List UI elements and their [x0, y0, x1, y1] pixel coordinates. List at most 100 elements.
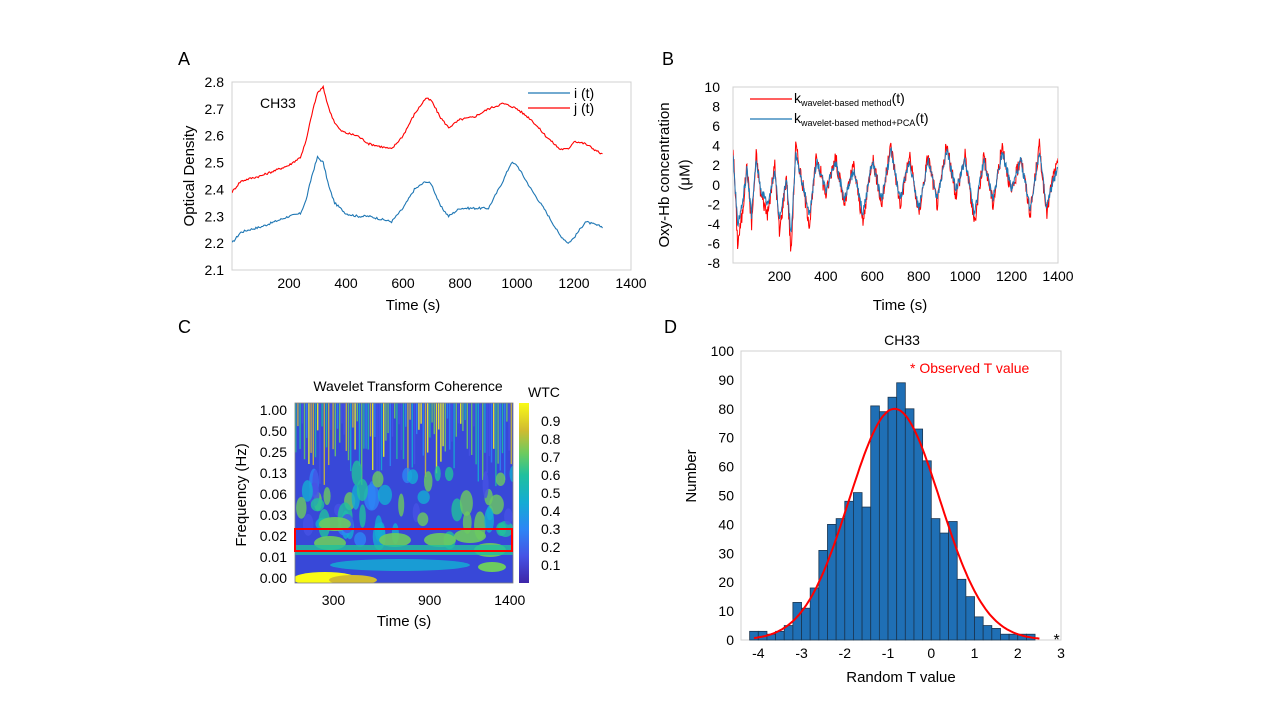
- x-tick-label: 0: [927, 645, 935, 661]
- y-tick-label: 0: [726, 632, 734, 648]
- colorbar-ticks: 0.1 0.2 0.3 0.4 0.5 0.6 0.7 0.8 0.9: [541, 413, 561, 573]
- histogram-bar: [1000, 633, 1010, 641]
- y-tick-label: 90: [718, 372, 734, 388]
- histogram-bar: [896, 382, 906, 641]
- histogram-bars: [749, 382, 1036, 641]
- y-tick-label: 0: [712, 177, 720, 193]
- y-tick-label: 1.00: [260, 402, 287, 418]
- panel-a-x-ticks: 200 400 600 800 1000 1200 1400: [277, 275, 646, 291]
- x-tick-label: 3: [1057, 645, 1065, 661]
- panel-a-x-label: Time (s): [386, 297, 440, 314]
- colorbar-tick-label: 0.4: [541, 503, 561, 519]
- histogram-bar: [956, 578, 967, 641]
- x-tick-label: 1000: [501, 275, 532, 291]
- y-tick-label: 2: [712, 157, 720, 173]
- x-tick-label: 200: [768, 268, 792, 284]
- x-tick-label: 1200: [558, 275, 589, 291]
- x-tick-label: 200: [277, 275, 301, 291]
- y-tick-label: 50: [718, 488, 734, 504]
- histogram-bar: [965, 596, 975, 641]
- y-tick-label: 0.25: [260, 444, 287, 460]
- histogram-bar: [801, 607, 811, 641]
- panel-b-label: B: [662, 49, 674, 69]
- y-tick-label: 40: [718, 516, 734, 532]
- x-tick-label: -1: [882, 645, 895, 661]
- x-tick-label: 900: [418, 592, 442, 608]
- panel-a-axes-box: [231, 81, 632, 271]
- x-tick-label: 600: [861, 268, 885, 284]
- y-tick-label: 80: [718, 401, 734, 417]
- colorbar-label: WTC: [528, 384, 560, 400]
- panel-c-y-label: Frequency (Hz): [233, 443, 250, 546]
- series-line-i: [232, 155, 603, 244]
- x-tick-label: 1200: [996, 268, 1027, 284]
- panel-d-x-ticks: -4 -3 -2 -1 0 1 2 3: [752, 645, 1065, 661]
- colorbar-tick-label: 0.5: [541, 485, 561, 501]
- histogram-bar: [930, 518, 941, 641]
- series-line-j: [232, 84, 603, 194]
- panel-d-y-label: Number: [683, 449, 700, 502]
- panel-c-label: C: [178, 317, 191, 337]
- observed-t-legend: * Observed T value: [910, 360, 1030, 376]
- x-tick-label: 400: [334, 275, 358, 291]
- panel-b-series: [733, 138, 1058, 252]
- x-tick-label: 400: [814, 268, 838, 284]
- y-tick-label: -6: [708, 235, 721, 251]
- panel-b-x-ticks: 200 400 600 800 1000 1200 1400: [768, 268, 1074, 284]
- y-tick-label: 0.06: [260, 486, 287, 502]
- legend-label-j: j (t): [573, 100, 594, 116]
- colorbar-tick-label: 0.7: [541, 449, 561, 465]
- y-tick-label: 2.1: [205, 262, 225, 278]
- x-tick-label: -2: [839, 645, 852, 661]
- panel-b-y-label: Oxy-Hb concentration (μM): [656, 102, 693, 247]
- colorbar: [519, 403, 529, 583]
- y-tick-label: 0.03: [260, 507, 287, 523]
- series-line-wavelet-pca: [733, 146, 1058, 233]
- y-tick-label: 8: [712, 99, 720, 115]
- y-tick-label: 0.00: [260, 570, 287, 586]
- x-tick-label: -3: [795, 645, 808, 661]
- x-tick-label: 1400: [494, 592, 525, 608]
- panel-a-y-label: Optical Density: [181, 125, 198, 226]
- x-tick-label: 800: [448, 275, 472, 291]
- panel-a-series: [232, 84, 603, 244]
- y-tick-label: 2.3: [205, 208, 225, 224]
- series-line-wavelet: [733, 138, 1058, 252]
- y-tick-label: -2: [708, 196, 721, 212]
- histogram-bar: [904, 408, 915, 641]
- panel-c-x-label: Time (s): [377, 613, 431, 630]
- highlight-band: [294, 528, 513, 552]
- histogram-bar: [974, 616, 984, 641]
- y-tick-label: -4: [708, 216, 721, 232]
- panel-b: B -8 -6 -4 -2 0 2 4 6 8 10 200 400 600 800 1000 1200 14…: [656, 49, 1074, 314]
- x-tick-label: 1: [971, 645, 979, 661]
- legend-label-k-wavelet-pca: kwavelet-based method+PCA(t): [794, 110, 929, 128]
- wtc-heatmap: [295, 403, 513, 583]
- histogram-bar: [887, 396, 898, 641]
- y-tick-label: 2.8: [205, 74, 225, 90]
- histogram-bar: [853, 492, 863, 641]
- panel-a-legend: i (t) j (t): [528, 85, 594, 116]
- panel-a-label: A: [178, 49, 190, 69]
- histogram-bar: [922, 460, 932, 641]
- panel-b-x-label: Time (s): [873, 297, 927, 314]
- y-tick-label: 10: [704, 79, 720, 95]
- histogram-bar: [913, 428, 924, 641]
- histogram-bar: [844, 500, 854, 641]
- colorbar-tick-label: 0.6: [541, 467, 561, 483]
- histogram-bar: [749, 630, 759, 641]
- y-tick-label: 30: [718, 545, 734, 561]
- panel-b-axes-box: [732, 86, 1059, 264]
- x-tick-label: 300: [322, 592, 346, 608]
- panel-d-title: CH33: [884, 332, 920, 348]
- histogram-bar: [870, 405, 880, 641]
- y-tick-label: 20: [718, 574, 734, 590]
- y-tick-label: 2.5: [205, 155, 225, 171]
- colorbar-tick-label: 0.2: [541, 539, 561, 555]
- y-tick-label: 6: [712, 118, 720, 134]
- x-tick-label: 1400: [1042, 268, 1073, 284]
- y-tick-label: 4: [712, 138, 720, 154]
- colorbar-tick-label: 0.8: [541, 431, 561, 447]
- panel-b-y-ticks: -8 -6 -4 -2 0 2 4 6 8 10: [704, 79, 720, 271]
- y-tick-label: 100: [711, 343, 735, 359]
